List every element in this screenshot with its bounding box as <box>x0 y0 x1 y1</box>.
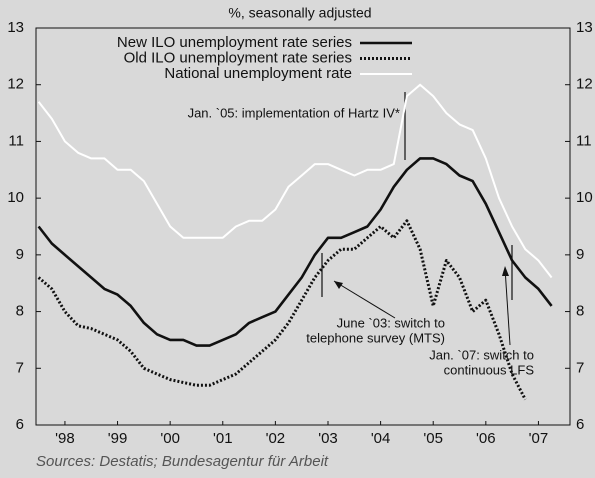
annotation: telephone survey (MTS) <box>306 330 445 345</box>
legend-label: Old ILO unemployment rate series <box>124 49 352 66</box>
series-line <box>37 219 527 401</box>
x-tick-label: '05 <box>423 430 443 447</box>
annotation-arrow <box>333 280 396 319</box>
legend-label: New ILO unemployment rate series <box>117 34 352 51</box>
x-tick-label: '03 <box>318 430 338 447</box>
y-tick-label: 7 <box>16 359 24 376</box>
x-tick-label: '99 <box>108 430 128 447</box>
chart-subtitle: %, seasonally adjusted <box>228 5 371 21</box>
y-tick-label: 10 <box>7 189 24 206</box>
y2-tick-label: 7 <box>576 359 584 376</box>
arrow-head <box>334 281 343 289</box>
series-line <box>37 83 553 279</box>
annotation: Jan. `07: switch to <box>429 347 534 362</box>
y2-tick-label: 11 <box>576 132 592 149</box>
y-tick-label: 13 <box>7 19 24 36</box>
x-tick-label: '01 <box>213 430 233 447</box>
y-tick-label: 6 <box>16 416 24 433</box>
annotation: June `03: switch to <box>337 315 445 330</box>
y2-tick-label: 12 <box>576 76 593 93</box>
x-tick-label: '04 <box>371 430 391 447</box>
y-tick-label: 8 <box>16 303 24 320</box>
legend-label: National unemployment rate <box>164 65 352 82</box>
annotation-arrow <box>504 267 511 346</box>
x-tick-label: '98 <box>55 430 75 447</box>
annotation: Jan. `05: implementation of Hartz IV* <box>188 105 400 120</box>
y2-tick-label: 6 <box>576 416 584 433</box>
y2-tick-label: 8 <box>576 303 584 320</box>
source: Sources: Destatis; Bundesagentur für Arb… <box>36 453 329 470</box>
arrow-head <box>502 266 509 276</box>
y-tick-label: 11 <box>8 132 24 149</box>
plot-frame <box>35 27 571 426</box>
x-tick-label: '00 <box>160 430 180 447</box>
x-tick-label: '07 <box>529 430 549 447</box>
y-tick-label: 12 <box>7 76 24 93</box>
y2-tick-label: 10 <box>576 189 593 206</box>
series-line <box>37 157 553 347</box>
x-tick-label: '06 <box>476 430 496 447</box>
y2-tick-label: 13 <box>576 19 593 36</box>
x-tick-label: '02 <box>266 430 286 447</box>
y2-tick-label: 9 <box>576 246 584 263</box>
annotation: continuous LFS <box>444 362 535 377</box>
y-tick-label: 9 <box>16 246 24 263</box>
